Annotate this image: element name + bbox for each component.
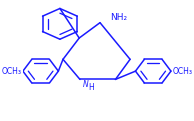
Text: OCH₃: OCH₃ (172, 67, 192, 76)
Text: NH₂: NH₂ (111, 13, 128, 22)
Text: OCH₃: OCH₃ (1, 67, 21, 76)
Text: N: N (82, 80, 88, 89)
Text: H: H (88, 83, 94, 92)
